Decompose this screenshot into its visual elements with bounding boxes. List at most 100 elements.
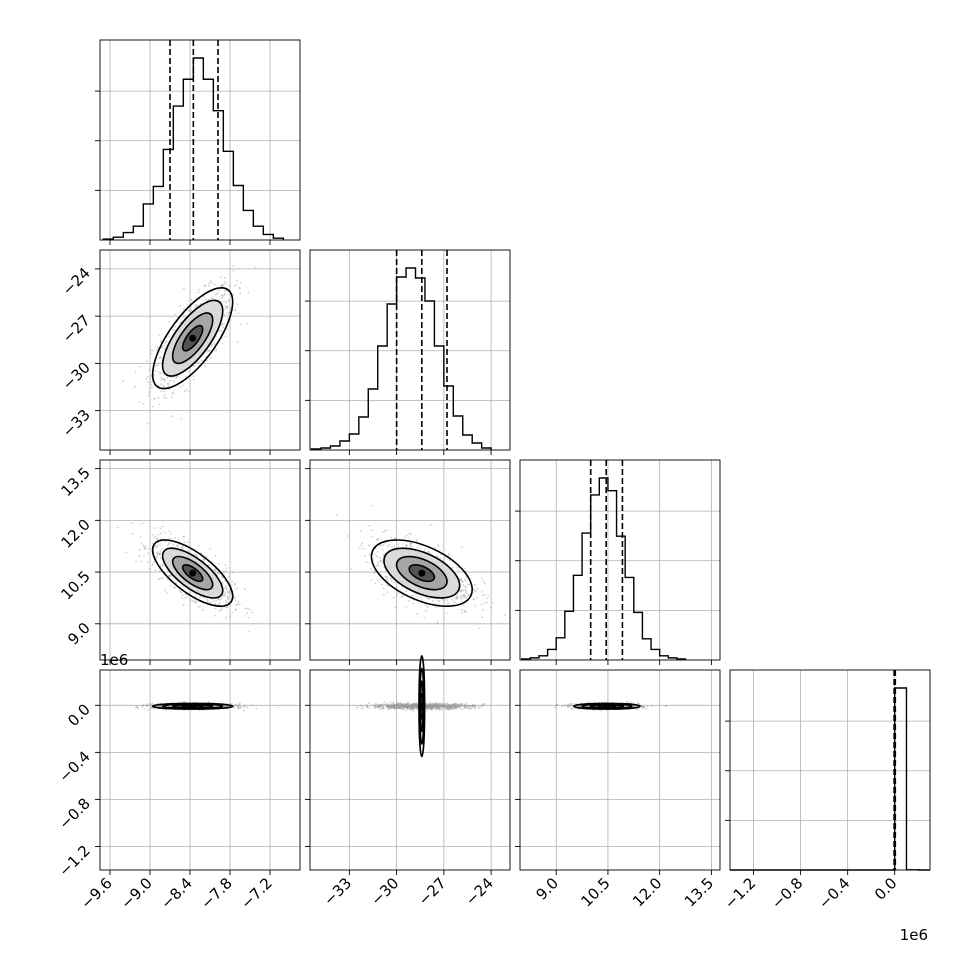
scatter-point: [361, 707, 363, 710]
scatter-point: [229, 615, 232, 618]
scatter-point: [408, 600, 410, 602]
scatter-point: [360, 544, 363, 547]
scatter-point: [160, 376, 162, 379]
scatter-point: [218, 562, 221, 565]
scatter-point: [382, 593, 385, 596]
scatter-point: [142, 704, 145, 707]
scatter-point: [443, 704, 446, 707]
scatter-point: [162, 577, 165, 579]
scatter-point: [134, 371, 137, 374]
scatter-point: [205, 555, 208, 558]
scatter-point: [390, 704, 393, 707]
scatter-point: [210, 281, 213, 284]
scatter-point: [173, 380, 175, 382]
scatter-point: [189, 599, 192, 601]
scatter-point: [254, 266, 257, 268]
scatter-point: [491, 601, 494, 604]
scatter-point: [224, 305, 227, 307]
scatter-point: [248, 608, 251, 611]
scatter-point: [476, 596, 478, 599]
scatter-point: [182, 315, 185, 318]
scatter-point: [157, 396, 160, 399]
scatter-point: [146, 705, 149, 707]
scatter-point: [221, 295, 224, 297]
scatter-point: [161, 346, 163, 348]
scatter-point: [152, 707, 155, 710]
scatter-point: [405, 605, 408, 608]
scatter-point: [229, 307, 232, 309]
scatter-point: [236, 603, 239, 606]
scatter-point: [277, 706, 280, 709]
scatter-point: [440, 708, 443, 711]
scatter-point: [174, 313, 177, 316]
scatter-point: [169, 533, 172, 535]
scatter-point: [133, 385, 136, 388]
scatter-point: [221, 337, 224, 340]
scatter-point: [407, 702, 410, 704]
scatter-point: [483, 582, 486, 585]
scatter-point: [187, 304, 190, 307]
scatter-point: [179, 305, 181, 307]
scatter-point: [160, 532, 162, 535]
scatter-point: [158, 403, 161, 406]
scatter-point: [147, 709, 149, 711]
scatter-point: [431, 708, 434, 710]
scatter-point: [168, 530, 171, 532]
scatter-point: [154, 369, 156, 372]
scatter-point: [160, 339, 163, 342]
scatter-point: [361, 542, 363, 545]
scatter-point: [165, 340, 168, 343]
scatter-point: [148, 567, 151, 570]
scatter-point: [231, 611, 234, 614]
scatter-point: [228, 284, 231, 287]
scatter-point: [209, 357, 212, 359]
scatter-point: [376, 705, 379, 708]
scatter-point: [139, 535, 142, 538]
scatter-point: [148, 369, 151, 371]
scatter-point: [238, 286, 241, 289]
scatter-point: [150, 352, 153, 355]
scatter-point: [187, 370, 190, 373]
scatter-point: [399, 703, 402, 705]
scatter-point: [483, 702, 486, 705]
scatter-point: [460, 609, 463, 611]
scatter-point: [386, 705, 388, 708]
scatter-point: [183, 287, 185, 290]
scatter-point: [164, 589, 167, 592]
scatter-point: [447, 704, 450, 707]
scatter-point: [157, 362, 159, 365]
scatter-point: [456, 705, 458, 708]
density-peak: [189, 702, 197, 710]
scatter-point: [203, 295, 205, 298]
scatter-point: [463, 609, 466, 612]
scatter-point: [382, 705, 384, 708]
scatter-point: [192, 375, 195, 378]
scatter-point: [413, 705, 415, 707]
scatter-point: [239, 323, 242, 326]
scatter-point: [359, 547, 361, 550]
scatter-point: [423, 617, 426, 619]
scatter-point: [153, 397, 156, 400]
density-peak: [418, 702, 426, 710]
scatter-point: [239, 281, 242, 284]
scatter-point: [140, 560, 143, 563]
scatter-point: [446, 612, 449, 615]
scatter-point: [243, 709, 245, 712]
scatter-point: [231, 580, 234, 583]
scatter-point: [367, 702, 370, 705]
scatter-point: [198, 288, 200, 291]
scatter-point: [226, 606, 229, 608]
scatter-point: [403, 703, 406, 705]
scatter-point: [485, 597, 488, 600]
scatter-point: [460, 705, 462, 707]
scatter-point: [162, 396, 165, 399]
scatter-point: [234, 584, 236, 586]
scatter-point: [246, 706, 249, 709]
scatter-point: [174, 377, 177, 379]
scatter-point: [146, 375, 149, 378]
scatter-point: [214, 614, 216, 617]
scatter-point: [221, 294, 223, 297]
scatter-point: [150, 381, 152, 384]
scatter-point: [430, 705, 433, 708]
scatter-point: [177, 538, 180, 540]
